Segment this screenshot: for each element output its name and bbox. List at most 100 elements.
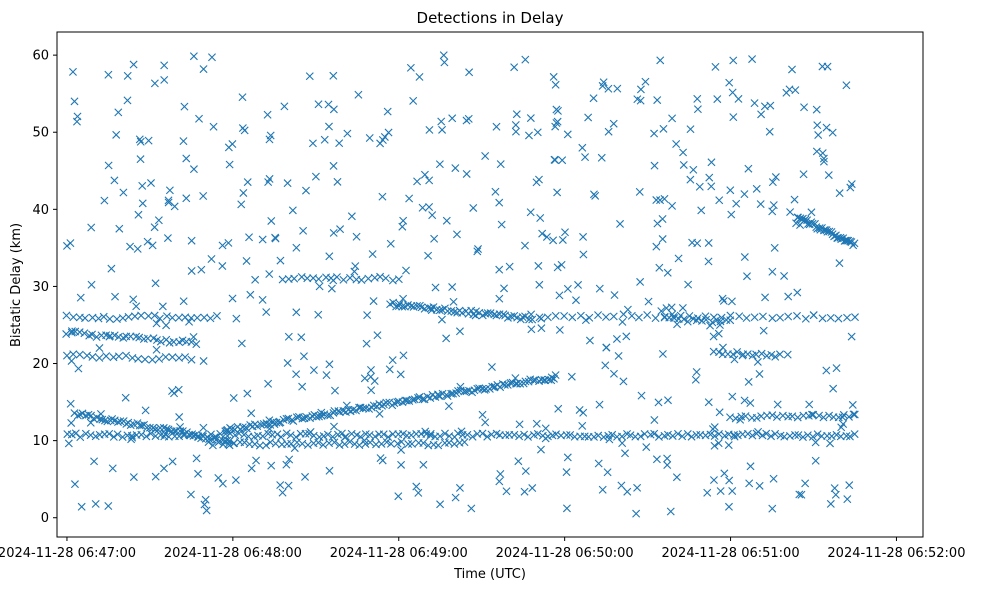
noise-point [621,449,629,458]
noise-point [693,94,702,103]
noise-point [378,192,387,201]
track-point [500,380,509,389]
track-point [114,332,123,341]
noise-point [768,207,777,216]
noise-point [129,473,138,482]
track-point [419,439,428,448]
noise-point [409,96,418,105]
noise-point [652,242,661,251]
track-point [376,272,385,281]
noise-point [199,423,208,432]
track-point [392,302,401,311]
track-point [589,432,598,441]
noise-point [384,128,393,137]
noise-point [796,220,805,229]
noise-point [152,345,161,354]
noise-point [399,294,408,303]
track-point [162,312,171,321]
noise-point [511,127,520,136]
noise-point [727,210,736,219]
track-point [518,313,527,322]
noise-point [603,468,612,477]
track-point [708,318,717,327]
noise-point [511,121,520,129]
noise-point [327,284,336,293]
noise-point [276,256,285,265]
noise-point [151,279,160,288]
noise-point [739,350,748,359]
noise-point [800,103,809,112]
noise-point [642,443,651,452]
noise-point [112,130,121,139]
track-point [407,431,416,440]
noise-point [666,507,675,516]
noise-point [711,62,720,71]
track-point [278,275,287,284]
track-point [733,347,742,356]
noise-point [660,194,669,203]
noise-point [604,84,613,93]
noise-point [754,427,763,436]
noise-point [431,283,440,292]
noise-point [283,179,292,188]
track-point [726,316,735,325]
noise-point [192,454,201,463]
track-point [339,407,348,416]
track-point [767,350,776,359]
noise-point [562,468,571,477]
noise-point [602,343,611,352]
noise-point [714,439,723,448]
noise-point [847,332,856,341]
noise-point [728,486,737,495]
noise-point [394,492,403,501]
noise-point [426,431,435,440]
track-point [205,435,214,444]
noise-point [707,158,716,167]
noise-point [636,85,645,94]
noise-point [189,332,198,341]
track-point [314,438,323,447]
noise-point [728,392,737,401]
noise-point [143,237,152,246]
noise-point [325,360,334,369]
track-point [815,224,824,233]
noise-point [251,275,260,284]
noise-point [832,364,841,373]
track-point [475,384,484,393]
noise-point [555,291,564,300]
noise-point [64,439,73,448]
track-point [798,433,807,442]
noise-point [500,284,509,293]
track-point [386,439,395,448]
noise-point [174,385,183,394]
x-tick-label: 2024-11-28 06:49:00 [330,546,468,561]
track-point [525,315,534,324]
track-point [240,430,249,439]
noise-point [704,398,713,407]
track-point [135,333,144,342]
noise-point [420,170,429,179]
track-point [541,376,550,385]
track-point [155,314,164,323]
noise-point [456,382,465,391]
track-point [349,405,358,414]
track-point [562,431,571,440]
noise-point [160,464,168,473]
noise-point [163,234,172,243]
track-point [791,431,800,440]
noise-point [267,216,276,225]
y-tick-label: 50 [32,126,49,141]
track-point [834,314,843,323]
track-point [398,302,407,311]
noise-point [195,114,204,123]
noise-point [818,62,827,71]
noise-point [740,396,749,405]
noise-point [218,479,227,488]
noise-point [819,157,828,166]
noise-point [67,418,76,427]
noise-point [691,375,700,384]
noise-point [160,75,169,84]
y-tick-label: 60 [32,49,49,64]
track-point [743,429,752,438]
noise-point [199,357,208,366]
